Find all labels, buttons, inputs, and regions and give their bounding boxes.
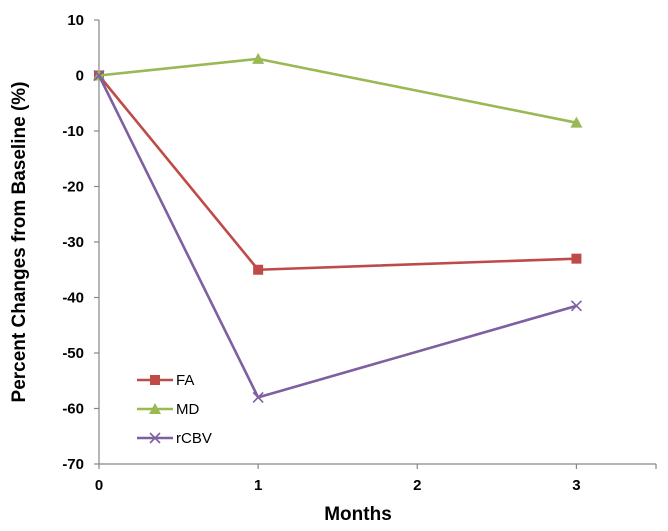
series-line-md [98,57,577,124]
x-tick-label: 1 [254,477,262,494]
legend-item-fa: FA [137,372,194,389]
data-point-rcbv [570,300,582,312]
series-line-rcbv [97,74,577,399]
legend-label-md: MD [176,401,199,418]
legend-label-rcbv: rCBV [176,430,212,447]
x-tick-label: 3 [572,477,580,494]
y-tick-label: 0 [76,68,84,85]
data-point-rcbv [252,391,264,403]
x-axis-title: Months [324,504,392,525]
legend-marker-md [149,403,161,414]
legend-item-md: MD [137,401,199,418]
y-tick-label: -40 [62,290,84,307]
legend-label-fa: FA [176,372,194,389]
y-tick-label: -60 [62,401,84,418]
data-point-md [252,52,265,64]
series-md [93,52,583,128]
y-tick-label: 10 [67,12,84,29]
y-tick-label: -50 [62,345,84,362]
x-axis-ticks: 0 1 2 3 [95,464,657,494]
y-tick-label: -10 [62,123,84,140]
y-tick-label: -20 [62,179,84,196]
data-point-fa [571,253,582,264]
data-point-fa [253,264,264,275]
x-tick-label: 2 [413,477,421,494]
legend-marker-fa [150,375,160,385]
data-point-md [570,116,583,128]
series-rcbv [93,69,582,403]
y-tick-label: -70 [62,456,84,473]
series-line-fa [97,74,577,272]
x-tick-label: 0 [95,477,103,494]
y-axis-title: Percent Changes from Baseline (%) [9,82,30,403]
y-axis-ticks: 10 0 -10 -20 -30 -40 -50 -60 -70 [62,12,99,473]
series-fa [94,70,582,275]
legend: FA MD rCBV [137,372,212,447]
y-tick-label: -30 [62,234,84,251]
data-point-rcbv [93,69,105,82]
legend-marker-rcbv [149,432,161,444]
legend-item-rcbv: rCBV [137,430,212,447]
series-layer [93,52,583,403]
